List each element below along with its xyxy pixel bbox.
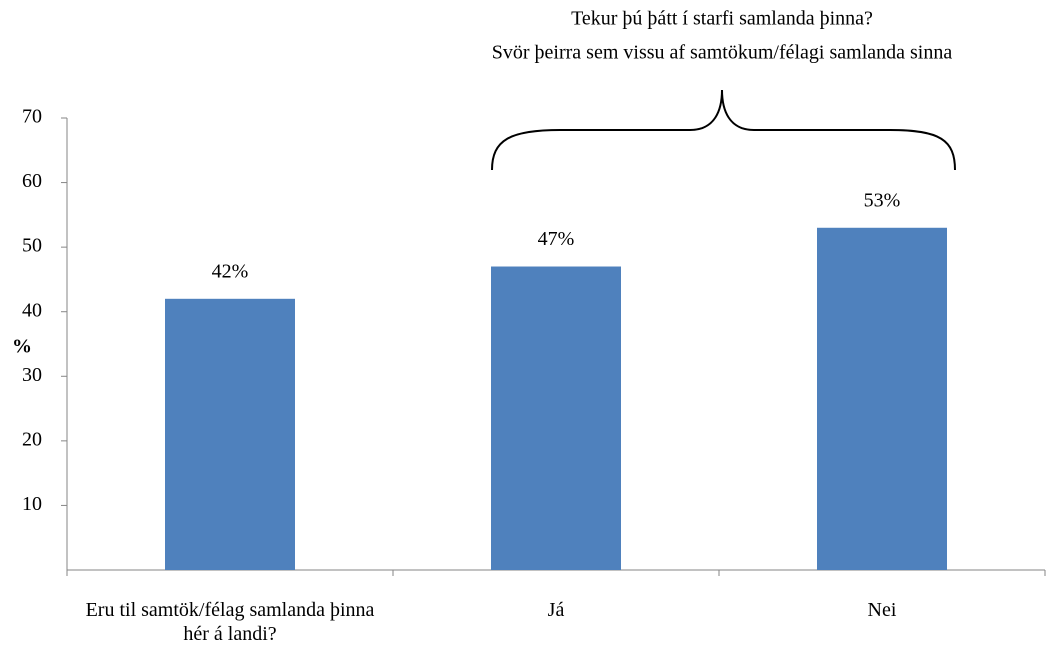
data-label: 53% bbox=[864, 189, 901, 211]
y-tick-label: 30 bbox=[22, 364, 42, 386]
y-tick-label: 20 bbox=[22, 428, 42, 450]
bar bbox=[491, 266, 621, 570]
annotation-line: Svör þeirra sem vissu af samtökum/félagi… bbox=[492, 42, 953, 64]
y-tick-label: 40 bbox=[22, 299, 42, 321]
x-tick-label: Já bbox=[547, 599, 565, 621]
bar bbox=[165, 298, 295, 570]
annotation-line: Tekur þú þátt í starfi samlanda þinna? bbox=[571, 8, 873, 30]
brace bbox=[491, 89, 956, 171]
data-label: 47% bbox=[538, 228, 575, 250]
data-label: 42% bbox=[212, 260, 249, 282]
y-tick-label: 50 bbox=[22, 235, 42, 257]
y-tick-label: 10 bbox=[22, 493, 42, 515]
x-tick-label: Nei bbox=[867, 599, 897, 621]
y-tick-label: 60 bbox=[22, 170, 42, 192]
y-axis-label: % bbox=[12, 336, 32, 358]
bar bbox=[817, 227, 947, 570]
y-tick-label: 70 bbox=[22, 106, 42, 128]
x-tick-label: Eru til samtök/félag samlanda þinna hér … bbox=[85, 599, 375, 645]
